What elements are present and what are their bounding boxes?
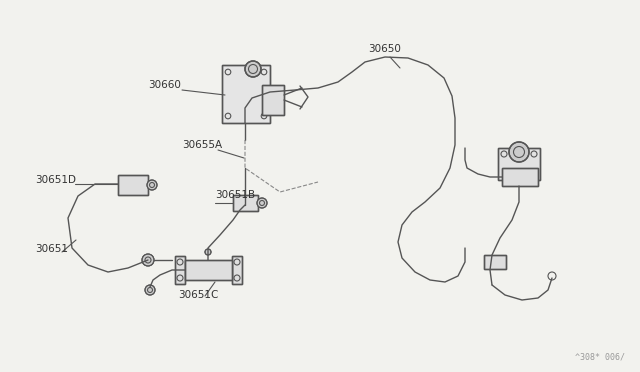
Bar [232, 256, 242, 284]
Text: 30655A: 30655A [182, 140, 222, 150]
Bar [175, 256, 185, 284]
Bar [484, 255, 506, 269]
Bar [233, 195, 258, 211]
Bar [185, 260, 232, 280]
Text: ^308* 006/: ^308* 006/ [575, 353, 625, 362]
Circle shape [509, 142, 529, 162]
Bar [232, 256, 242, 284]
Text: 30660: 30660 [148, 80, 181, 90]
Bar [502, 168, 538, 186]
Text: 30651D: 30651D [35, 175, 76, 185]
Circle shape [145, 285, 155, 295]
Bar [498, 148, 540, 180]
Text: 30651: 30651 [35, 244, 68, 254]
Bar [498, 148, 540, 180]
Text: 30651B: 30651B [215, 190, 255, 200]
Bar [484, 255, 506, 269]
Bar [262, 85, 284, 115]
Circle shape [205, 249, 211, 255]
Bar [175, 256, 185, 284]
Bar [222, 65, 270, 123]
Circle shape [245, 61, 261, 77]
Circle shape [142, 254, 154, 266]
Circle shape [257, 198, 267, 208]
Bar [118, 175, 148, 195]
Text: 30650: 30650 [368, 44, 401, 54]
Circle shape [147, 180, 157, 190]
Text: 30651C: 30651C [178, 290, 218, 300]
Bar [262, 85, 284, 115]
Bar [185, 260, 232, 280]
Bar [502, 168, 538, 186]
Bar [222, 65, 270, 123]
Bar [233, 195, 258, 211]
Bar [118, 175, 148, 195]
